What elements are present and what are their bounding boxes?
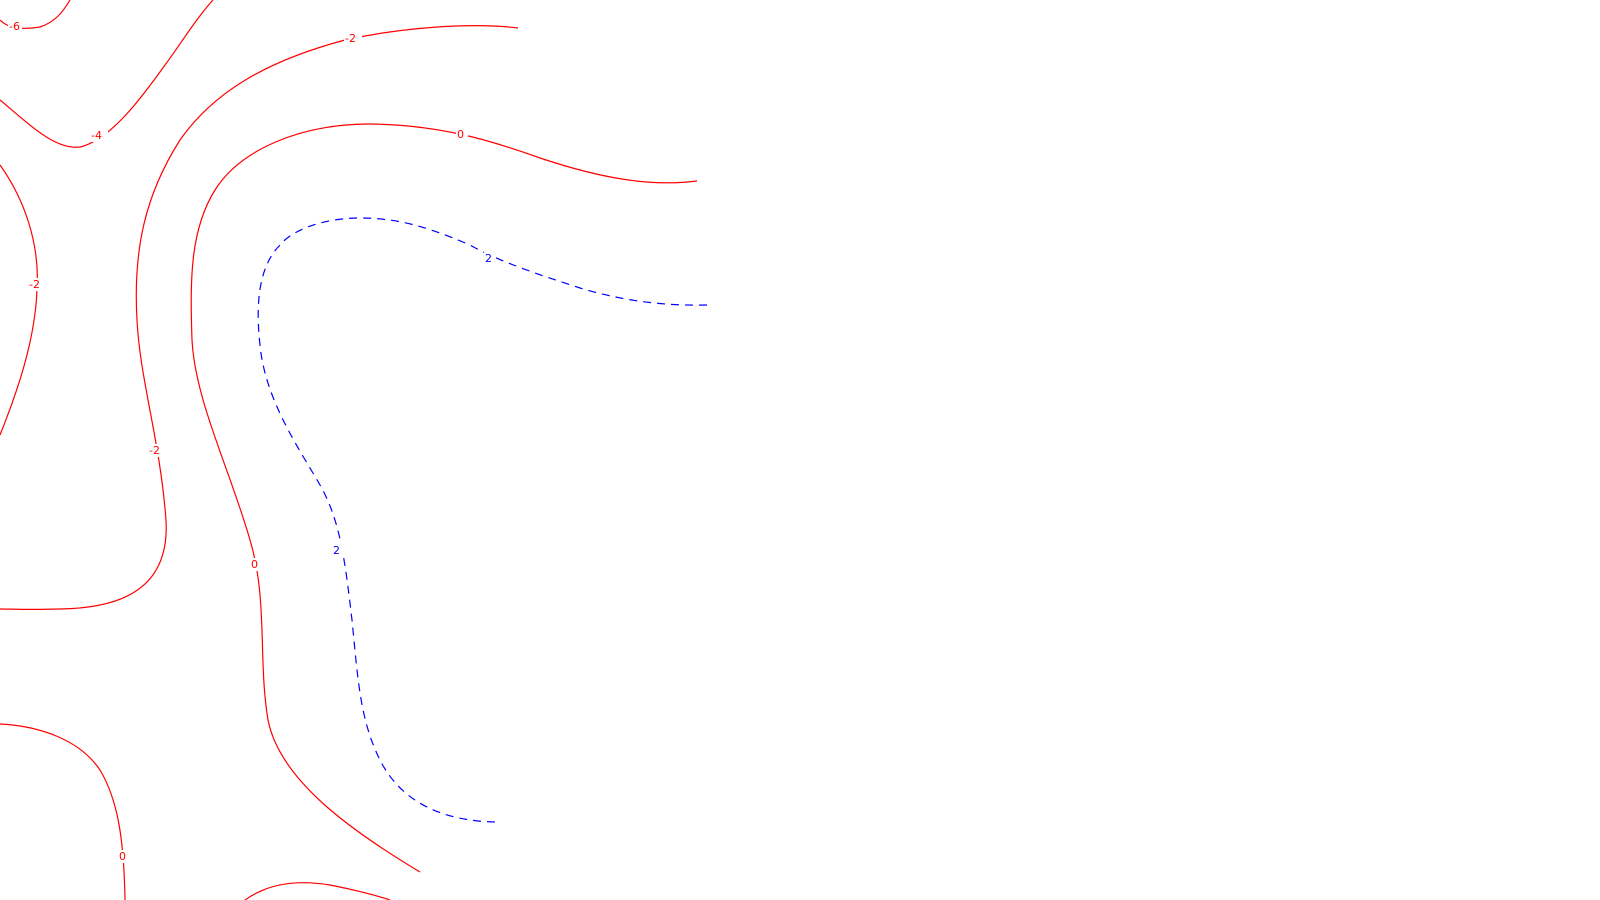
contour-label-mask <box>332 544 344 557</box>
contour-label-mask <box>484 252 496 265</box>
contour-line-zero-bottom <box>244 882 391 900</box>
contour-label-neg2-left: -2 <box>29 278 40 291</box>
contour-label-neg6: -6 <box>9 20 20 33</box>
contour-label-mask <box>28 278 46 291</box>
contour-line-neg2-top <box>0 25 519 611</box>
contour-line-pos2 <box>257 217 708 823</box>
contour-label-zero-bottom-left: 0 <box>119 850 126 863</box>
contour-label-pos2-middle: 2 <box>333 544 340 557</box>
contour-label-mask <box>456 128 468 141</box>
contour-label-zero-middle: 0 <box>251 558 258 571</box>
contour-label-mask <box>148 444 166 457</box>
contour-label-neg2-top: -2 <box>345 32 356 45</box>
contour-line-zero-main <box>190 123 698 873</box>
contour-label-mask <box>90 129 108 142</box>
contour-label-zero-top: 0 <box>457 128 464 141</box>
contour-line-neg4 <box>0 0 214 148</box>
contour-line-neg2-left <box>0 164 38 436</box>
contour-line-zero-bottom-left <box>0 723 126 900</box>
contour-label-mask <box>8 20 22 33</box>
contour-label-neg4: -4 <box>91 129 102 142</box>
contour-label-mask <box>118 850 130 863</box>
contour-label-mask <box>250 558 262 571</box>
contour-label-neg2-inner: -2 <box>149 444 160 457</box>
contour-label-mask <box>344 32 362 45</box>
contour-label-pos2-top: 2 <box>485 252 492 265</box>
